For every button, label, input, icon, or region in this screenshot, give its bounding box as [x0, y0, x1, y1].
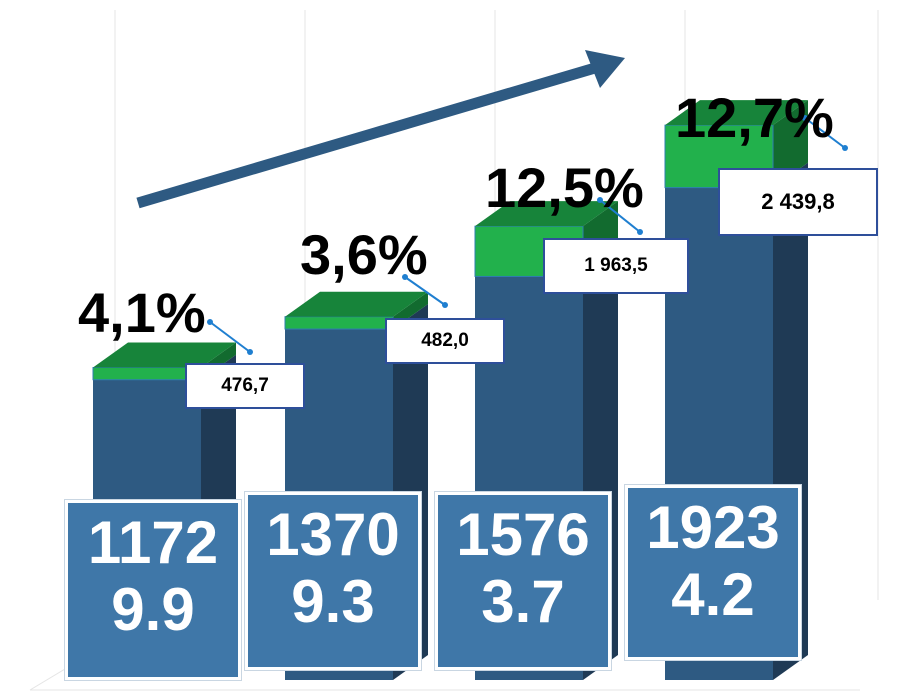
- trend-arrow-head: [585, 50, 625, 88]
- bar: [284, 316, 394, 330]
- connector-end: [247, 349, 253, 355]
- trend-arrow: [136, 62, 597, 209]
- connector: [404, 276, 446, 306]
- connector-end: [842, 145, 848, 151]
- connector-end: [207, 319, 213, 325]
- connector-end: [402, 274, 408, 280]
- bar-top: [93, 342, 236, 368]
- growth-label: 3,6%: [300, 223, 428, 286]
- growth-label: 12,5%: [485, 156, 644, 219]
- base-label: 11729.9: [64, 499, 242, 681]
- base-label: 15763.7: [434, 491, 612, 671]
- connector: [599, 199, 641, 233]
- connector-end: [637, 229, 643, 235]
- connector: [804, 117, 846, 149]
- increment-label: 476,7: [185, 363, 305, 409]
- growth-label: 12,7%: [675, 86, 834, 149]
- increment-label: 1 963,5: [543, 238, 689, 294]
- connector: [209, 321, 251, 353]
- increment-label: 482,0: [385, 318, 505, 364]
- connector-end: [597, 197, 603, 203]
- connector-end: [802, 115, 808, 121]
- bar-top: [285, 291, 428, 317]
- bar-side: [773, 100, 808, 188]
- connector-end: [442, 302, 448, 308]
- base-label: 19234.2: [624, 484, 802, 661]
- increment-label: 2 439,8: [718, 168, 878, 236]
- growth-label: 4,1%: [78, 281, 206, 344]
- bar-top: [665, 100, 808, 126]
- bar-top: [475, 201, 618, 227]
- base-label: 13709.3: [244, 491, 422, 671]
